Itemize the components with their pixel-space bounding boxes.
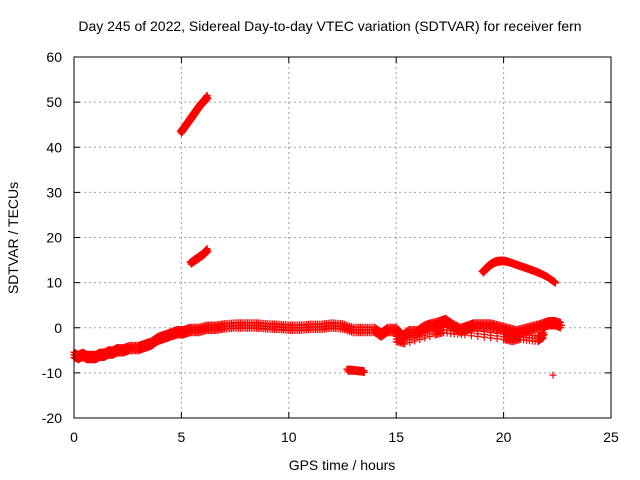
x-tick-label: 15 — [388, 429, 404, 445]
x-tick-label: 25 — [603, 429, 619, 445]
evening-arc-point — [551, 278, 559, 286]
y-tick-label: 30 — [46, 184, 62, 200]
x-axis-label: GPS time / hours — [289, 457, 396, 473]
y-tick-label: -10 — [42, 365, 62, 381]
x-tick-label: 20 — [496, 429, 512, 445]
grid-lines — [74, 57, 611, 418]
plot-frame — [73, 56, 612, 419]
lower-branch-point — [411, 337, 419, 345]
y-tick-label: 20 — [46, 230, 62, 246]
single-point-point — [549, 371, 557, 379]
main-track-point — [558, 321, 566, 329]
lower-branch-point — [487, 334, 495, 342]
data-points — [70, 91, 566, 379]
lower-branch-point — [406, 338, 414, 346]
high-arc-point — [203, 91, 211, 99]
isolated-cluster-point — [360, 367, 368, 375]
lower-branch-point — [461, 331, 469, 339]
lower-branch-point — [421, 334, 429, 342]
lower-branch-point — [493, 335, 501, 343]
lower-branch-point — [538, 335, 546, 343]
y-tick-label: 10 — [46, 275, 62, 291]
x-tick-label: 10 — [281, 429, 297, 445]
y-tick-label: 60 — [46, 49, 62, 65]
y-tick-label: 40 — [46, 139, 62, 155]
tick-labels: 0 5 10 15 20 25 -20 -10 0 10 20 30 40 50 60 — [42, 49, 619, 445]
lower-branch-point — [426, 332, 434, 340]
lower-branch-point — [467, 332, 475, 340]
lower-branch-point — [540, 331, 548, 339]
lower-branch-point — [480, 333, 488, 341]
chart-title: Day 245 of 2022, Sidereal Day-to-day VTE… — [78, 18, 581, 34]
y-tick-label: 50 — [46, 94, 62, 110]
lower-branch-point — [401, 340, 409, 348]
x-tick-label: 5 — [178, 429, 186, 445]
y-tick-label: 0 — [54, 320, 62, 336]
lower-branch-point — [416, 335, 424, 343]
x-tick-label: 0 — [70, 429, 78, 445]
mid-segment-point — [203, 245, 211, 253]
y-tick-label: -20 — [42, 410, 62, 426]
lower-branch-point — [539, 334, 547, 342]
lower-branch-point — [474, 332, 482, 340]
y-axis-label: SDTVAR / TECUs — [5, 182, 21, 294]
